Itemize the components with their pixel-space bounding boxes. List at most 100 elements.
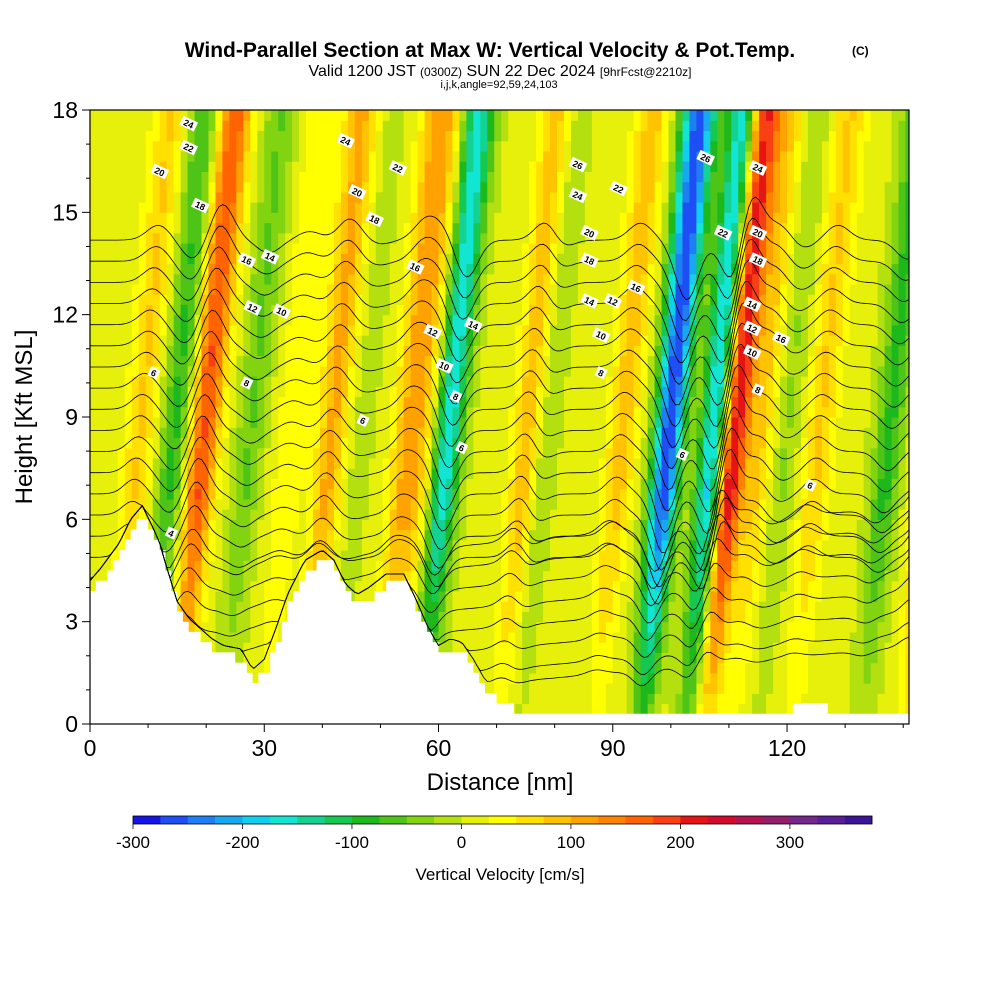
velocity-cell [368,243,377,254]
velocity-cell [654,253,663,265]
velocity-cell [90,427,98,439]
velocity-cell [626,683,635,694]
velocity-cell [480,550,488,561]
velocity-cell [347,468,356,479]
velocity-cell [431,396,440,408]
velocity-cell [577,212,586,224]
velocity-cell [152,263,161,275]
velocity-cell [389,253,398,265]
velocity-cell [361,457,370,469]
velocity-cell [410,283,419,295]
velocity-cell [138,243,147,254]
velocity-cell [529,304,537,316]
velocity-cell [431,457,440,469]
velocity-cell [424,181,433,193]
velocity-cell [320,529,328,541]
velocity-cell [368,498,377,510]
velocity-cell [473,263,481,275]
velocity-cell [626,652,635,664]
velocity-cell [208,191,217,203]
velocity-cell [396,171,405,183]
velocity-cell [619,570,628,582]
velocity-cell [180,110,189,121]
velocity-cell [271,509,279,520]
velocity-cell [584,345,593,357]
velocity-cell [473,253,481,265]
velocity-cell [543,683,551,694]
velocity-cell [410,140,419,152]
velocity-cell [452,529,461,541]
velocity-cell [640,232,649,244]
velocity-cell [396,468,405,479]
velocity-cell [494,191,502,203]
velocity-cell [459,468,467,479]
velocity-cell [103,376,112,387]
velocity-cell [340,498,349,510]
velocity-cell [222,161,230,172]
velocity-cell [208,110,217,121]
velocity-cell [354,498,363,510]
velocity-cell [271,590,279,602]
velocity-cell [459,345,467,357]
velocity-cell [103,181,112,193]
velocity-cell [626,345,635,357]
velocity-cell [543,345,551,357]
velocity-cell [313,478,321,490]
velocity-cell [598,683,607,694]
velocity-cell [522,212,530,224]
velocity-cell [466,232,474,244]
velocity-cell [654,703,663,715]
velocity-cell [591,304,600,316]
velocity-cell [250,447,258,459]
velocity-cell [487,212,495,224]
velocity-cell [292,120,300,132]
velocity-cell [550,509,558,520]
velocity-cell [145,181,154,193]
velocity-cell [201,222,210,234]
velocity-cell [110,130,119,142]
velocity-cell [159,130,168,142]
velocity-cell [215,222,224,234]
velocity-cell [361,427,370,439]
velocity-cell [466,478,474,490]
velocity-cell [417,283,426,295]
velocity-cell [145,488,154,500]
velocity-cell [145,396,154,408]
velocity-cell [194,386,203,398]
velocity-cell [543,212,551,224]
velocity-cell [201,509,210,520]
velocity-cell [480,222,488,234]
velocity-cell [173,324,182,336]
velocity-cell [494,662,502,674]
velocity-cell [250,314,258,326]
velocity-cell [557,509,565,520]
velocity-cell [313,386,321,398]
velocity-cell [466,140,474,152]
velocity-cell [410,529,419,541]
velocity-cell [508,580,516,592]
velocity-cell [208,621,217,633]
velocity-cell [313,243,321,254]
velocity-cell [417,130,426,142]
velocity-cell [145,120,154,132]
velocity-cell [466,110,474,121]
velocity-cell [459,202,467,213]
velocity-cell [557,212,565,224]
velocity-cell [431,417,440,428]
velocity-cell [110,345,119,357]
velocity-cell [173,601,182,613]
velocity-cell [222,335,230,346]
velocity-cell [368,478,377,490]
velocity-cell [619,253,628,265]
velocity-cell [529,468,537,479]
velocity-cell [243,283,251,295]
velocity-cell [361,345,370,357]
velocity-cell [529,683,537,694]
velocity-cell [375,447,384,459]
velocity-cell [340,120,349,132]
velocity-cell [563,529,572,541]
velocity-cell [375,222,384,234]
velocity-cell [229,294,237,306]
velocity-cell [173,590,182,602]
velocity-cell [90,478,98,490]
